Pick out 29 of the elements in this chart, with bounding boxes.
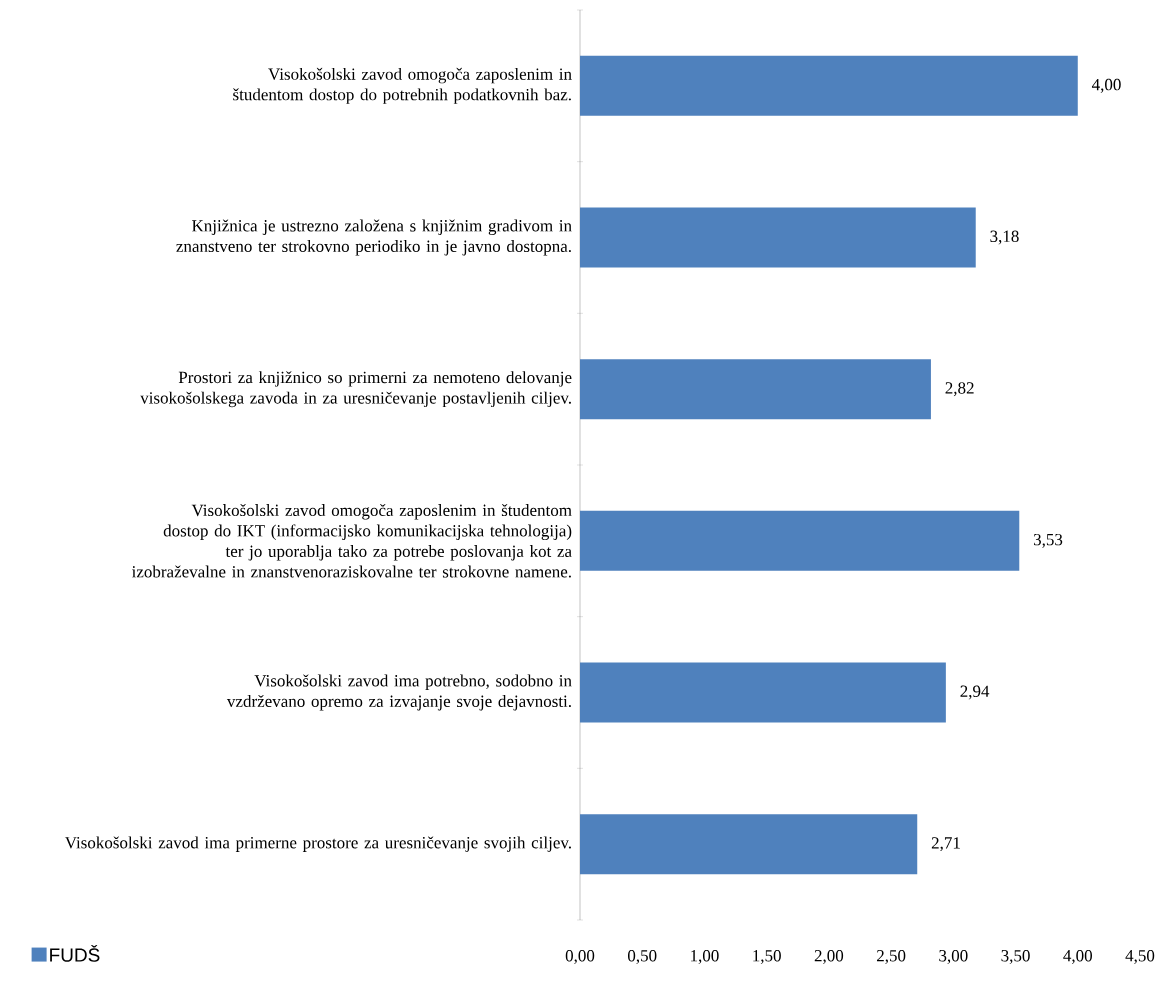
y-tick-label: Visokošolski zavod ima primerne prostore za uresničevanje svojih ciljev. xyxy=(64,836,571,852)
data-label: 3,53 xyxy=(1033,533,1063,548)
x-tick-label: 0,00 xyxy=(565,950,595,964)
x-tick-label: 4,00 xyxy=(1063,950,1093,964)
y-tick-label: Visokošolski zavod omogoča zaposlenim in študentom dostop do potrebnih podatkovnih baz. xyxy=(233,67,572,104)
bar xyxy=(580,662,946,723)
legend-label: FUDŠ xyxy=(50,945,100,962)
x-tick-label: 0,50 xyxy=(627,950,657,964)
y-tick-label: Prostori za knjižnico so primerni za nemoteno delovanje visokošolskega zavoda in za uresničevanje postavljenih ciljev. xyxy=(140,371,572,408)
data-label: 2,94 xyxy=(960,685,990,700)
x-tick-label: 3,50 xyxy=(1001,950,1030,964)
x-tick-label: 2,50 xyxy=(876,950,906,964)
data-label: 2,71 xyxy=(931,837,960,852)
bar xyxy=(580,207,976,268)
bar xyxy=(580,359,931,420)
bar xyxy=(580,55,1078,116)
x-tick-label: 1,00 xyxy=(691,950,719,964)
x-tick-label: 3,00 xyxy=(939,950,968,964)
x-tick-label: 1,50 xyxy=(753,950,781,964)
y-tick-label: Visokošolski zavod ima potrebno, sodobno in vzdrževano opremo za izvajanje svoje dejavnosti. xyxy=(226,674,572,711)
y-tick-label: Knjižnica je ustrezno založena s knjižnim gradivom in znanstveno ter strokovno periodiko in je javno dostopna. xyxy=(176,219,572,256)
data-label: 3,18 xyxy=(990,230,1019,245)
data-label: 4,00 xyxy=(1091,78,1121,93)
bar xyxy=(580,510,1020,571)
bar xyxy=(580,814,918,875)
x-tick-label: 2,00 xyxy=(814,950,844,964)
y-tick-label: Visokošolski zavod omogoča zaposlenim in študentom dostop do IKT (informacijsko komunikacijska tehnologija) ter jo uporablja tako za potrebe poslovanja kot za izobraževalne in znanstvenoraziskovalne ter strokovne namene. xyxy=(131,504,572,578)
x-tick-label: 4,50 xyxy=(1125,950,1155,964)
data-label: 2,82 xyxy=(945,382,974,397)
